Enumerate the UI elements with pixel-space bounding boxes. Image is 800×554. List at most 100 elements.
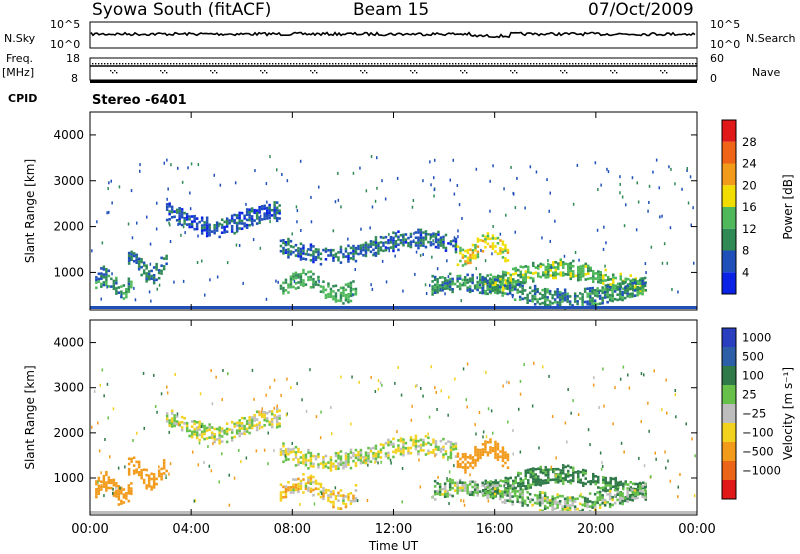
nave-point <box>530 63 532 65</box>
echo-cell <box>444 292 446 296</box>
echo-cell <box>215 226 219 230</box>
echo-cell <box>392 241 395 245</box>
echo-cell <box>603 501 607 504</box>
nave-point <box>257 63 259 65</box>
echo-cell <box>389 241 393 244</box>
echo-cell <box>382 236 385 240</box>
echo-cell <box>282 452 285 456</box>
echo-cell <box>612 283 615 287</box>
echo-cell <box>384 454 388 458</box>
echo-cell <box>410 418 413 422</box>
echo-cell <box>464 465 467 469</box>
echo-cell <box>581 503 584 507</box>
echo-cell <box>102 474 106 478</box>
echo-cell <box>409 235 413 238</box>
echo-cell <box>641 495 644 499</box>
echo-cell <box>492 481 495 484</box>
echo-cell <box>289 283 293 286</box>
echo-cell <box>163 161 165 165</box>
echo-cell <box>476 488 479 492</box>
echo-cell <box>287 286 290 289</box>
echo-cell <box>168 472 170 476</box>
echo-cell <box>105 270 108 274</box>
echo-cell <box>376 156 378 160</box>
echo-cell <box>178 214 181 218</box>
echo-cell <box>577 480 580 484</box>
echo-cell <box>347 295 350 299</box>
echo-cell <box>409 451 413 455</box>
echo-cell <box>456 274 459 278</box>
echo-cell <box>533 361 535 365</box>
echo-cell <box>471 458 475 462</box>
echo-cell <box>399 452 403 456</box>
echo-cell <box>312 285 315 289</box>
echo-cell <box>436 283 439 286</box>
echo-cell <box>570 411 572 415</box>
echo-cell <box>282 460 285 464</box>
echo-cell <box>245 213 249 216</box>
echo-cell <box>454 444 458 448</box>
echo-cell <box>389 440 393 444</box>
echo-cell <box>583 502 587 505</box>
echo-cell <box>514 230 516 234</box>
echo-cell <box>522 479 525 482</box>
echo-cell <box>624 482 627 486</box>
echo-cell <box>188 223 191 226</box>
nave-point <box>356 63 358 65</box>
echo-cell <box>248 426 251 430</box>
echo-cell <box>289 486 293 489</box>
echo-cell <box>561 292 564 295</box>
nave-point <box>359 63 361 65</box>
echo-cell <box>527 265 530 269</box>
echo-cell <box>292 285 295 289</box>
echo-cell <box>127 259 131 263</box>
echo-cell <box>604 476 607 480</box>
echo-cell <box>581 293 584 296</box>
echo-cell <box>588 492 592 495</box>
echo-cell <box>614 487 617 490</box>
echo-cell <box>504 281 507 285</box>
echo-cell <box>287 256 290 259</box>
echo-cell <box>597 278 600 281</box>
echo-cell <box>282 281 285 285</box>
nave-point <box>455 63 457 65</box>
echo-cell <box>424 442 428 446</box>
echo-cell <box>492 283 495 287</box>
echo-cell <box>225 432 229 436</box>
nave-point <box>683 63 685 65</box>
echo-cell <box>562 471 565 475</box>
echo-cell <box>354 499 358 503</box>
echo-cell <box>127 257 131 260</box>
echo-cell <box>568 509 572 512</box>
echo-cell <box>548 289 552 293</box>
echo-cell <box>471 480 474 484</box>
echo-cell <box>601 461 603 465</box>
echo-cell <box>486 481 489 484</box>
echo-cell <box>675 415 677 419</box>
echo-cell <box>448 483 452 486</box>
nave-right-tick-bottom: 0 <box>710 72 717 85</box>
echo-cell <box>516 490 519 493</box>
echo-cell <box>496 489 499 492</box>
nave-point <box>584 63 586 65</box>
echo-cell <box>539 262 542 266</box>
echo-cell <box>608 286 612 289</box>
echo-cell <box>402 238 405 242</box>
echo-cell <box>581 495 584 499</box>
echo-cell <box>561 505 564 508</box>
echo-cell <box>543 298 547 301</box>
echo-cell <box>190 435 194 439</box>
echo-cell <box>268 209 271 212</box>
echo-cell <box>493 485 497 488</box>
echo-cell <box>431 274 434 278</box>
echo-cell <box>374 447 378 450</box>
echo-cell <box>564 273 567 276</box>
echo-cell <box>107 416 109 420</box>
echo-cell <box>357 244 360 248</box>
echo-cell <box>102 480 106 483</box>
echo-cell <box>142 481 146 484</box>
echo-cell <box>478 291 482 294</box>
echo-cell <box>498 291 502 294</box>
echo-cell <box>122 488 126 491</box>
echo-cell <box>518 298 522 301</box>
